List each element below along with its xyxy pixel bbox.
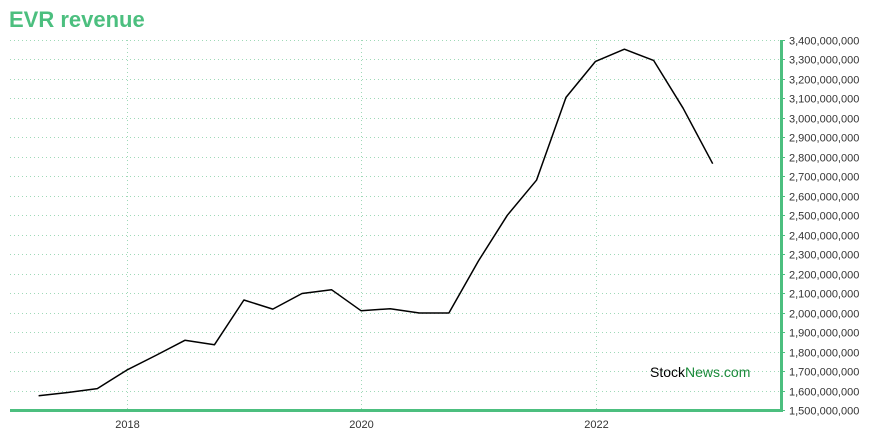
data-point xyxy=(213,343,216,346)
data-point xyxy=(418,312,421,315)
y-tick-label: 2,500,000,000 xyxy=(789,211,859,223)
y-tick-label: 3,200,000,000 xyxy=(789,75,859,87)
data-point xyxy=(242,299,245,302)
y-tick-label: 3,100,000,000 xyxy=(789,94,859,106)
data-point xyxy=(711,162,714,165)
chart-title: EVR revenue xyxy=(9,7,145,32)
data-point xyxy=(594,60,597,63)
y-tick-label: 3,400,000,000 xyxy=(789,36,859,48)
data-point xyxy=(652,59,655,62)
data-point xyxy=(565,96,568,99)
data-point xyxy=(154,354,157,357)
data-point xyxy=(506,214,509,217)
axes xyxy=(10,40,785,412)
data-point xyxy=(360,309,363,312)
data-point xyxy=(389,307,392,310)
y-tick-label: 1,800,000,000 xyxy=(789,348,859,360)
x-tick-label: 2022 xyxy=(584,419,608,431)
data-point xyxy=(66,391,69,394)
y-tick-label: 1,600,000,000 xyxy=(789,387,859,399)
y-tick-label: 3,000,000,000 xyxy=(789,114,859,126)
data-point xyxy=(447,312,450,315)
data-point xyxy=(623,48,626,51)
data-point xyxy=(271,308,274,311)
y-tick-label: 1,500,000,000 xyxy=(789,406,859,418)
y-tick-label: 1,700,000,000 xyxy=(789,367,859,379)
data-point xyxy=(37,394,40,397)
y-tick-label: 2,000,000,000 xyxy=(789,309,859,321)
y-tick-label: 2,300,000,000 xyxy=(789,250,859,262)
y-tick-label: 3,300,000,000 xyxy=(789,55,859,67)
data-point xyxy=(125,369,128,372)
y-tick-label: 1,900,000,000 xyxy=(789,328,859,340)
x-tick-labels: 2018 2020 2022 xyxy=(115,419,608,431)
data-point xyxy=(183,339,186,342)
revenue-series-line xyxy=(38,48,714,397)
series-group xyxy=(37,48,714,397)
watermark-part2: News.com xyxy=(685,364,751,380)
y-tick-label: 2,400,000,000 xyxy=(789,231,859,243)
horizontal-gridlines xyxy=(10,40,781,411)
y-tick-label: 2,100,000,000 xyxy=(789,289,859,301)
y-tick-label: 2,800,000,000 xyxy=(789,153,859,165)
data-point xyxy=(330,288,333,291)
data-point xyxy=(535,179,538,182)
watermark-part1: Stock xyxy=(650,364,686,380)
data-point xyxy=(682,107,685,110)
stocknews-watermark: StockNews.com xyxy=(650,364,750,380)
y-tick-label: 2,200,000,000 xyxy=(789,270,859,282)
data-point xyxy=(301,292,304,295)
y-tick-label: 2,700,000,000 xyxy=(789,172,859,184)
data-point xyxy=(477,260,480,263)
y-tick-label: 2,900,000,000 xyxy=(789,133,859,145)
y-tick-labels: 1,500,000,000 1,600,000,000 1,700,000,000 1… xyxy=(789,36,859,418)
x-tick-label: 2018 xyxy=(115,419,139,431)
vertical-gridlines xyxy=(127,40,597,410)
y-tick-label: 2,600,000,000 xyxy=(789,192,859,204)
x-tick-label: 2020 xyxy=(349,419,373,431)
data-point xyxy=(96,387,99,390)
